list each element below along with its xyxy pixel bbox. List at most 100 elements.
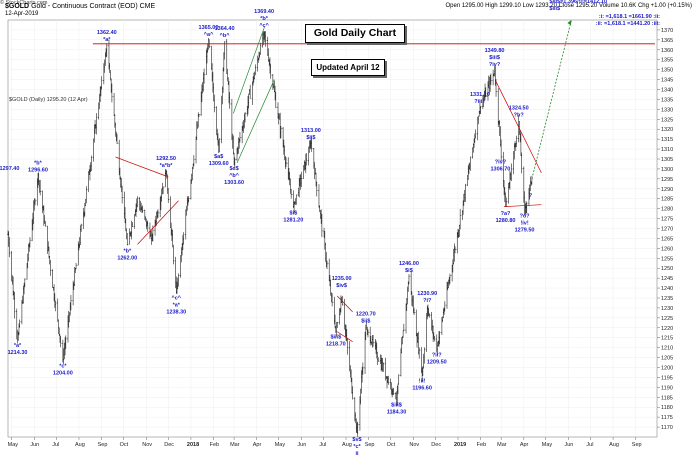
y-tick-label: 1260 (661, 246, 673, 252)
y-tick-label: 1270 (661, 227, 673, 233)
y-tick-label: 1285 (661, 197, 673, 203)
wedge-lower-line (337, 331, 353, 342)
wave-label: 1313.00 (301, 128, 321, 134)
projection-arrowhead (567, 20, 572, 25)
y-tick-label: 1290 (661, 187, 673, 193)
channel-upper-line (233, 25, 266, 114)
wave-label: $iii$ (489, 55, 500, 61)
x-tick-label: Oct (387, 442, 396, 448)
wave-label: $iii$ (391, 403, 402, 409)
triangle-lower-line (137, 200, 179, 245)
wave-label: 1369.40 (254, 9, 274, 15)
y-tick-label: 1225 (661, 316, 673, 322)
wave-label: $i$ (405, 268, 413, 274)
x-tick-label: Nov (142, 442, 152, 448)
x-tick-label: Sep (365, 442, 375, 448)
wave-label: 1331.10 (470, 92, 490, 98)
x-tick-label: 2019 (454, 442, 466, 448)
credit: © StockCharts.com (0, 0, 48, 6)
y-tick-label: 1340 (661, 88, 673, 94)
x-tick-label: May (275, 442, 286, 448)
wedge-2019-upper (495, 81, 542, 174)
updated-label: Updated April 12 (311, 59, 385, 76)
wave-label: 1281.20 (283, 217, 303, 223)
wave-label: $ii$ (306, 135, 315, 141)
wave-label: ^c^ (259, 23, 269, 29)
y-tick-label: 1200 (661, 366, 673, 372)
x-tick-label: Aug (609, 442, 619, 448)
wedge-2019-lower (504, 204, 542, 208)
wave-label: !iv! (520, 221, 528, 227)
wave-label: 1306.70 (490, 167, 510, 173)
wave-label: 1204.00 (53, 371, 73, 377)
wave-label: 1324.50 (509, 105, 529, 111)
y-tick-label: 1180 (661, 405, 673, 411)
y-tick-label: 1255 (661, 256, 673, 262)
x-tick-label: Feb (477, 442, 486, 448)
y-tick-label: 1275 (661, 217, 673, 223)
symbol-label: $GOLD Gold - Continuous Contract (EOD) C… (5, 3, 156, 10)
wave-label: ?a? (501, 211, 511, 217)
wave-label: *a*b* (160, 163, 174, 169)
y-tick-label: 1250 (661, 266, 673, 272)
y-tick-label: 1330 (661, 107, 673, 113)
fib-note: :i: =1,618.1 =1661.90 :ii: (599, 14, 660, 20)
wave-label: 1184.30 (387, 410, 407, 416)
wave-label: 1196.60 (412, 385, 432, 391)
wave-label: *b* (123, 248, 132, 254)
wave-label: ?iv? (495, 160, 507, 166)
wave-label: *c* (353, 444, 361, 450)
y-tick-label: 1210 (661, 346, 673, 352)
x-tick-label: Dec (164, 442, 174, 448)
y-tick-label: 1370 (661, 28, 673, 34)
wave-label: 1362.40 (97, 30, 117, 36)
y-tick-label: 1360 (661, 48, 673, 54)
wave-label: 1262.00 (117, 255, 137, 261)
x-tick-label: Mar (230, 442, 240, 448)
y-tick-label: 1300 (661, 167, 673, 173)
y-tick-label: 1345 (661, 78, 673, 84)
y-tick-label: 1175 (661, 415, 673, 421)
x-tick-label: 2018 (187, 442, 199, 448)
x-tick-label: Mar (497, 442, 507, 448)
x-tick-label: Apr (253, 442, 262, 448)
wave-label: *c* (59, 364, 67, 370)
wave-label: 1238.30 (166, 309, 186, 315)
wave-label: 1209.50 (427, 360, 447, 366)
y-tick-label: 1350 (661, 68, 673, 74)
wave-label: ^c^ (172, 295, 182, 301)
x-tick-label: Jul (586, 442, 593, 448)
wave-label: ^a^ (204, 32, 214, 38)
y-tick-label: 1265 (661, 236, 673, 242)
wave-label: 1292.50 (156, 156, 176, 162)
wedge-upper-line (337, 295, 353, 313)
y-tick-label: 1245 (661, 276, 673, 282)
wave-label: $a$ (214, 154, 223, 160)
wave-label: ?iii? (474, 99, 486, 105)
y-tick-label: 1315 (661, 137, 673, 143)
wave-label: *a* (14, 343, 22, 349)
wave-label: 1365.00 (199, 25, 219, 31)
x-tick-label: Jun (564, 442, 573, 448)
y-tick-label: 1335 (661, 97, 673, 103)
y-tick-label: 1230 (661, 306, 673, 312)
projection-arrow (531, 19, 572, 179)
y-tick-label: 1190 (661, 385, 673, 391)
x-tick-label: Apr (520, 442, 529, 448)
wave-label: 1279.50 (515, 228, 535, 234)
y-tick-label: 1205 (661, 356, 673, 362)
x-tick-label: Feb (210, 442, 219, 448)
wave-label: $iv$ (336, 283, 347, 289)
wave-label: $iii$ (330, 334, 341, 340)
wave-label: ?ii? (432, 353, 442, 359)
wave-label: *a* (173, 302, 181, 308)
x-tick-label: May (8, 442, 19, 448)
y-tick-label: 1280 (661, 207, 673, 213)
wave-label: 1230.90 (417, 291, 437, 297)
wave-label: 1309.60 (209, 161, 229, 167)
x-tick-label: Jul (52, 442, 59, 448)
x-tick-label: Aug (75, 442, 85, 448)
x-tick-label: Sep (632, 442, 642, 448)
x-tick-label: May (542, 442, 553, 448)
